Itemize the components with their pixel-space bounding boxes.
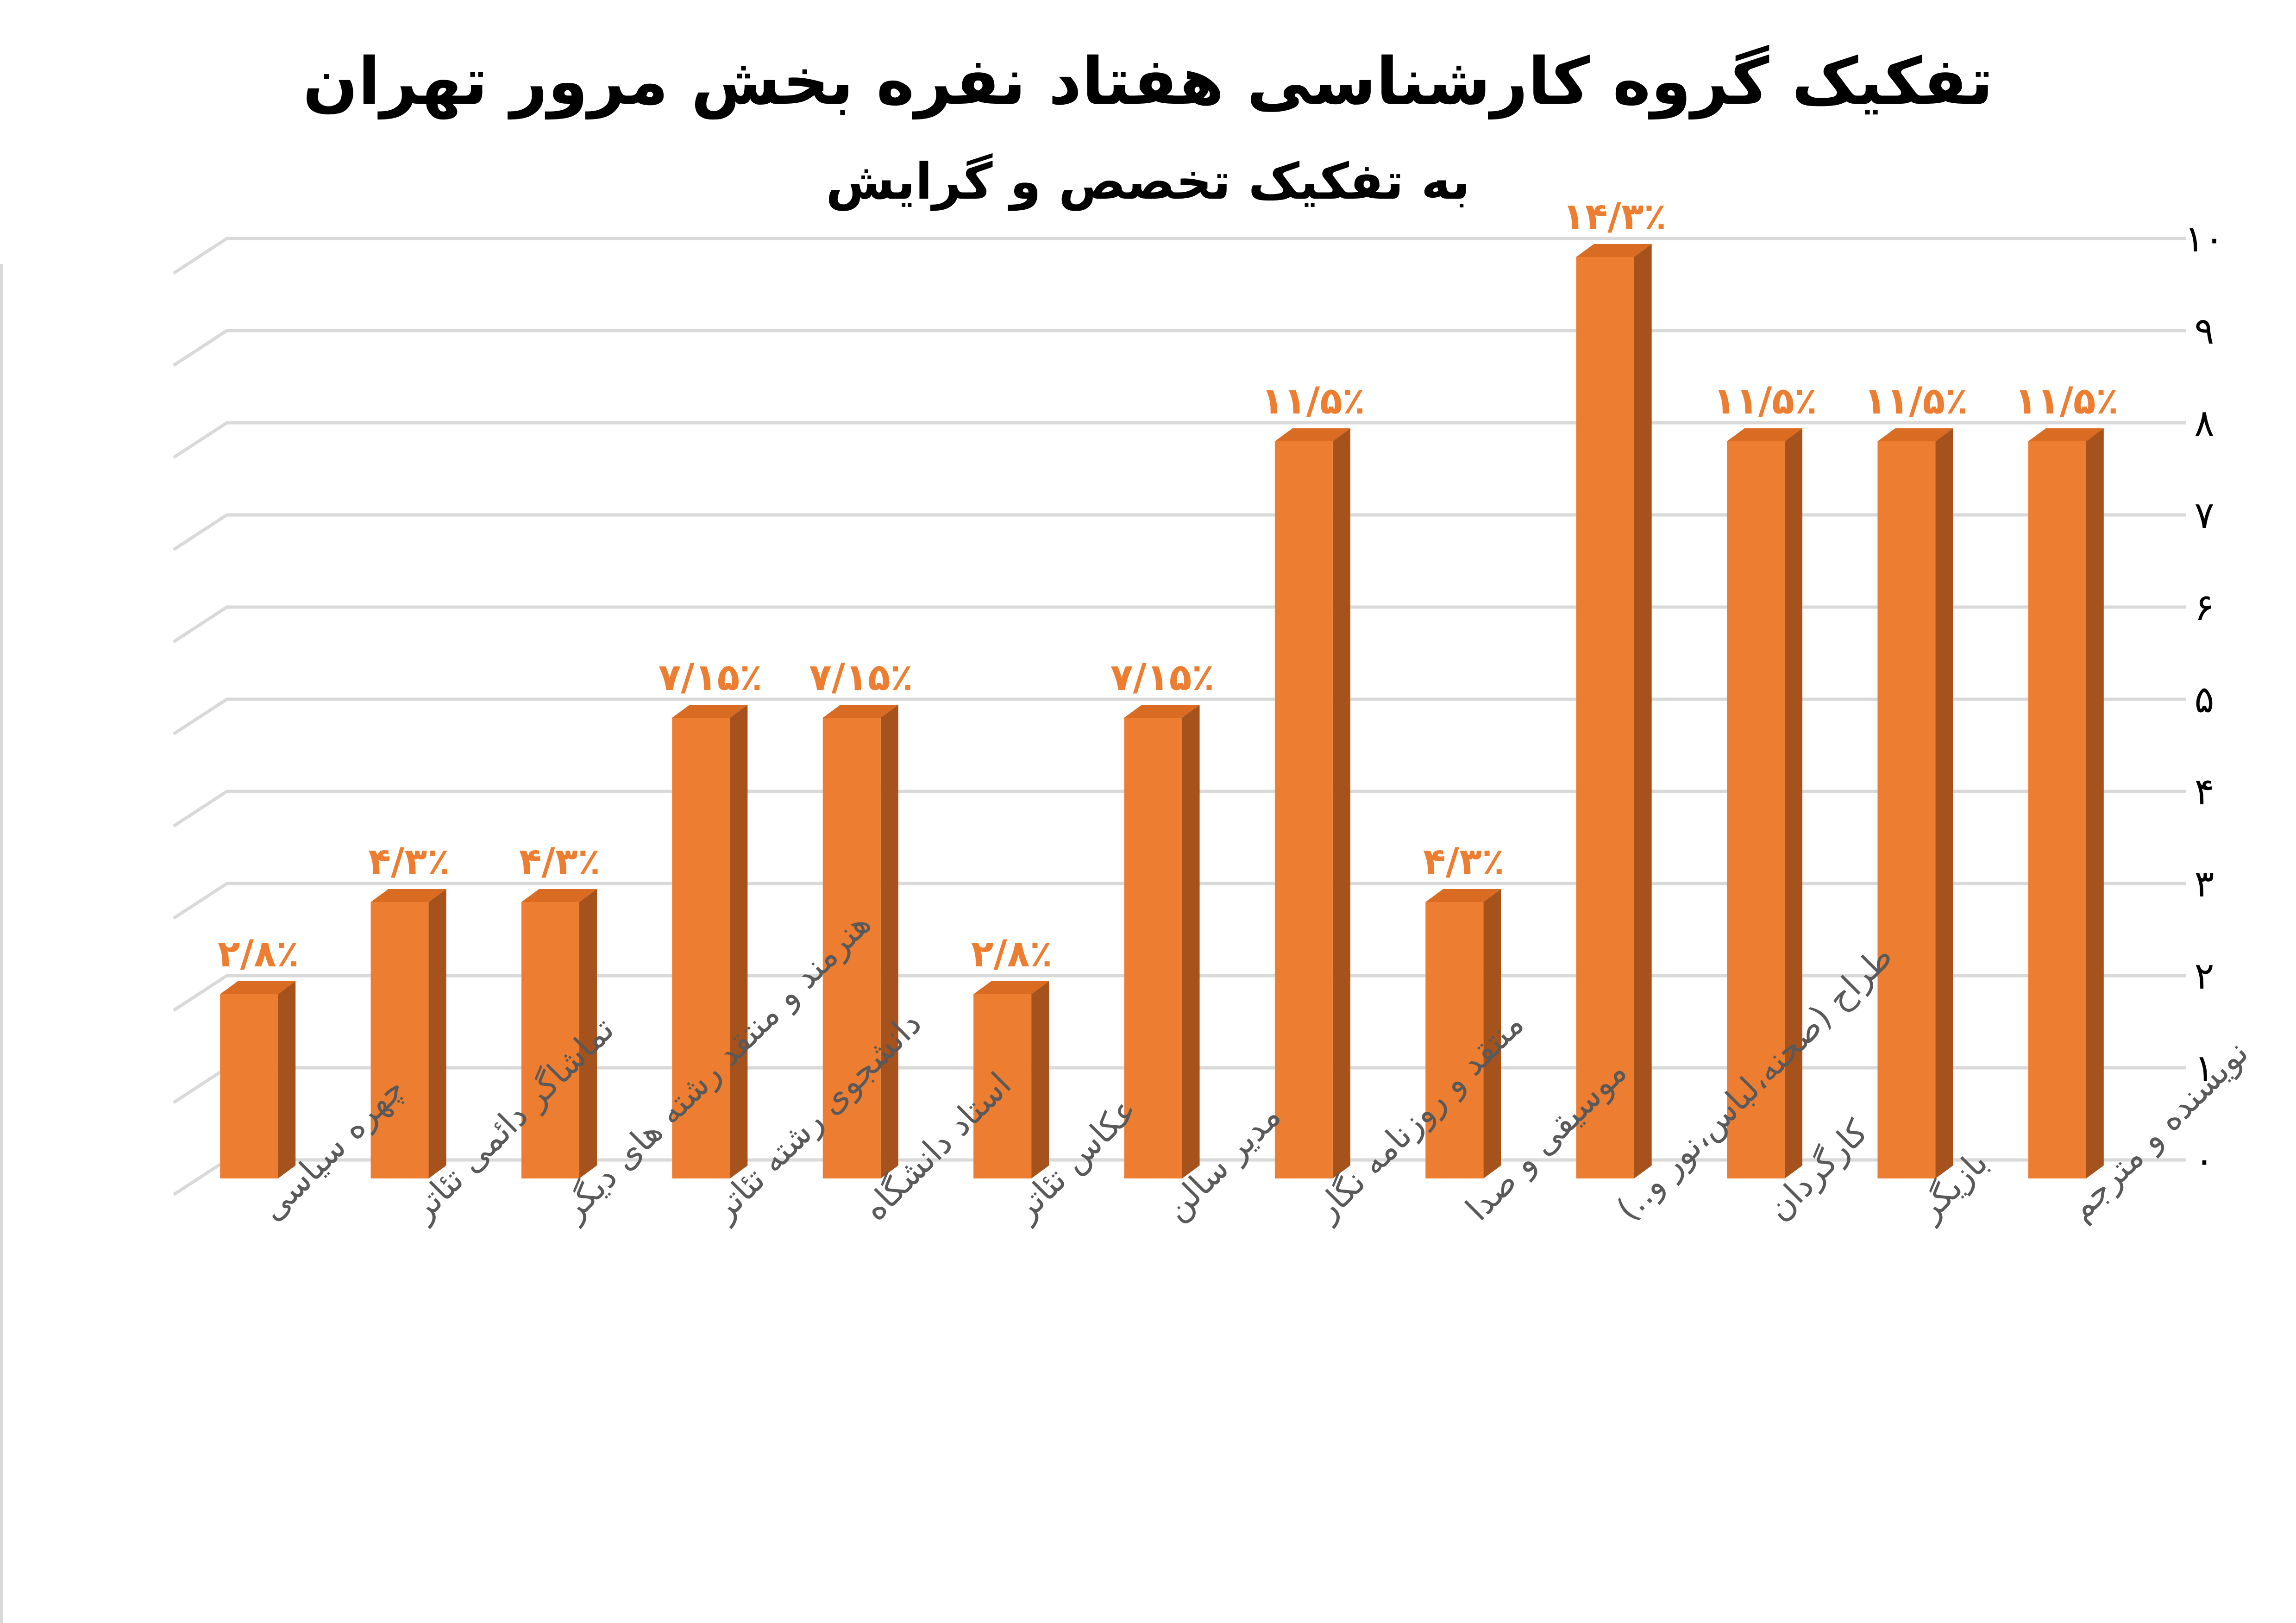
bar-top: [1877, 428, 1953, 441]
bar-side: [730, 705, 748, 1178]
data-labels: ۱۱/۵٪ ۱۱/۵٪ ۱۱/۵٪ ۱۴/۳٪ ۴/۳٪ ۱۱/۵٪ ۷/۱۵٪ ۲/۸٪ ۷/…: [218, 195, 2119, 975]
bar: [1727, 428, 1803, 1178]
data-label: ۱۱/۵٪: [1713, 379, 1817, 422]
bar-top: [822, 705, 898, 718]
gridline: [173, 697, 2186, 735]
bar-top: [2028, 428, 2104, 441]
data-label: ۴/۳٪: [368, 840, 450, 883]
bar-front: [2028, 441, 2086, 1178]
gridline: [173, 790, 2186, 827]
y-tick-label: ۶: [2195, 586, 2214, 629]
bar-front: [1576, 257, 1634, 1178]
bar-side: [1935, 428, 1953, 1178]
gridline: [173, 513, 2186, 551]
gridline: [173, 421, 2186, 459]
bar: [973, 981, 1049, 1178]
data-label: ۱۱/۵٪: [1261, 379, 1365, 422]
chart-subtitle: به تفکیک تخصص و گرایش: [826, 153, 1470, 211]
bars: [220, 244, 2104, 1178]
data-label: ۴/۳٪: [1423, 840, 1505, 883]
bar-side: [1182, 705, 1200, 1178]
data-label: ۲/۸٪: [218, 932, 299, 975]
chart-title: تفکیک گروه کارشناسی هفتاد نفره بخش مرور …: [302, 44, 1994, 119]
bar-side: [1785, 428, 1803, 1178]
data-label: ۷/۱۵٪: [1110, 656, 1215, 699]
bar-top: [370, 889, 446, 902]
bar-front: [1727, 441, 1785, 1178]
bar-front: [1124, 718, 1182, 1178]
bar-side: [880, 705, 898, 1178]
y-axis-ticks: ۰ ۱ ۲ ۳ ۴ ۵ ۶ ۷ ۸ ۹ ۱۰: [2184, 217, 2224, 1182]
bar-top: [1576, 244, 1652, 257]
bar-front: [1877, 441, 1936, 1178]
y-tick-label: ۹: [2195, 309, 2214, 352]
bar-front: [370, 902, 429, 1178]
bar: [1576, 244, 1652, 1178]
bar: [370, 889, 446, 1178]
y-tick-label: ۴: [2195, 770, 2214, 813]
y-tick-label: ۰: [2195, 1139, 2214, 1182]
data-label: ۱۴/۳٪: [1562, 195, 1667, 238]
bar-top: [672, 705, 748, 718]
bar-side: [1031, 981, 1049, 1178]
bar-side: [579, 889, 597, 1178]
chart-left-border: [0, 264, 3, 1623]
y-tick-label: ۱: [2195, 1046, 2214, 1090]
bar: [1877, 428, 1953, 1178]
data-label: ۲/۸٪: [971, 932, 1053, 975]
bar-side: [2086, 428, 2104, 1178]
data-label: ۱۱/۵٪: [2014, 379, 2119, 422]
bar-front: [220, 994, 278, 1178]
y-tick-label: ۸: [2195, 401, 2214, 445]
bar-side: [1634, 244, 1652, 1178]
bar-front: [672, 718, 730, 1178]
y-tick-label: ۳: [2195, 862, 2214, 905]
bar-top: [973, 981, 1049, 994]
gridline: [173, 329, 2186, 367]
bar: [672, 705, 748, 1178]
bar-side: [278, 981, 296, 1178]
gridline: [173, 882, 2186, 920]
bar-front: [1274, 441, 1333, 1178]
data-label: ۷/۱۵٪: [809, 656, 913, 699]
bar-side: [1332, 428, 1350, 1178]
bar-top: [1727, 428, 1803, 441]
bar: [822, 705, 898, 1178]
gridlines: [173, 237, 2186, 1196]
y-tick-label: ۵: [2195, 678, 2214, 721]
y-tick-label: ۷: [2195, 494, 2214, 537]
bar: [2028, 428, 2104, 1178]
bar-side: [428, 889, 446, 1178]
bar: [1124, 705, 1200, 1178]
bar-side: [1483, 889, 1501, 1178]
bar: [1425, 889, 1501, 1178]
bar-front: [973, 994, 1032, 1178]
bar-top: [1425, 889, 1501, 902]
data-label: ۷/۱۵٪: [659, 656, 763, 699]
bar-top: [220, 981, 296, 994]
bar-top: [1274, 428, 1350, 441]
bar: [521, 889, 597, 1178]
data-label: ۴/۳٪: [519, 840, 601, 883]
gridline: [173, 237, 2186, 275]
gridline: [173, 605, 2186, 643]
gridline: [173, 974, 2186, 1012]
bar: [1274, 428, 1350, 1178]
bar-top: [521, 889, 597, 902]
bar-front: [822, 718, 881, 1178]
y-tick-label: ۲: [2195, 954, 2214, 997]
y-tick-label: ۱۰: [2184, 217, 2224, 260]
data-label: ۱۱/۵٪: [1864, 379, 1968, 422]
bar: [220, 981, 296, 1178]
bar-front: [1425, 902, 1484, 1178]
bar-top: [1124, 705, 1200, 718]
bar-front: [521, 902, 579, 1178]
